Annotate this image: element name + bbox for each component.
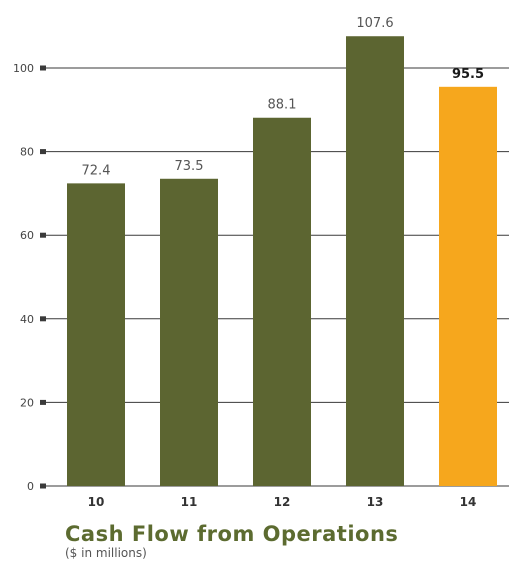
x-tick-label-10: 10: [88, 495, 105, 509]
y-axis: 0 20 40 60 80 100: [13, 62, 46, 493]
y-tick-label-80: 80: [20, 146, 34, 159]
y-tick-mark-100: [40, 66, 46, 71]
y-tick-label-60: 60: [20, 229, 34, 242]
bar-11: [160, 179, 218, 486]
y-tick-label-40: 40: [20, 313, 34, 326]
y-tick-mark-80: [40, 149, 46, 154]
chart-subtitle: ($ in millions): [65, 546, 147, 560]
value-label-13: 107.6: [356, 16, 393, 31]
x-tick-label-11: 11: [181, 495, 198, 509]
y-tick-label-100: 100: [13, 62, 34, 75]
y-tick-mark-40: [40, 316, 46, 321]
chart-title: Cash Flow from Operations: [65, 522, 398, 546]
bar-10: [67, 183, 125, 486]
y-tick-label-20: 20: [20, 396, 34, 409]
value-label-12: 88.1: [268, 98, 297, 113]
bar-14: [439, 87, 497, 486]
y-tick-mark-20: [40, 400, 46, 405]
x-tick-label-14: 14: [460, 495, 477, 509]
value-label-10: 72.4: [82, 163, 111, 178]
y-tick-mark-0: [40, 484, 46, 489]
bar-12: [253, 118, 311, 486]
value-label-14: 95.5: [452, 67, 484, 82]
bar-13: [346, 36, 404, 486]
y-tick-mark-60: [40, 233, 46, 238]
x-tick-label-12: 12: [274, 495, 291, 509]
value-label-11: 73.5: [175, 159, 204, 174]
x-tick-label-13: 13: [367, 495, 384, 509]
y-tick-label-0: 0: [27, 480, 34, 493]
x-axis: 10 11 12 13 14: [88, 495, 477, 509]
